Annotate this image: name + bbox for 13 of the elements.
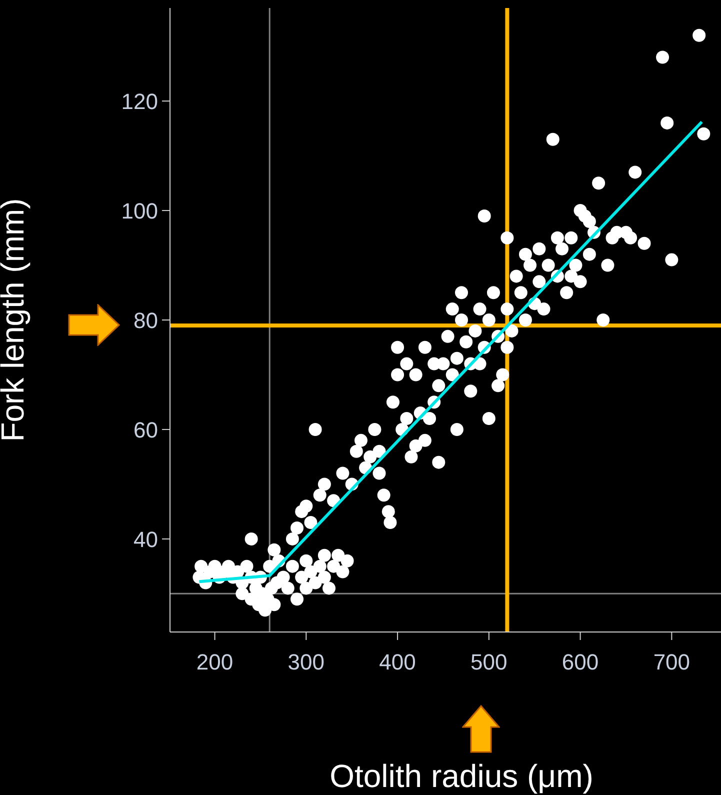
y-tick-label: 120 xyxy=(121,88,158,114)
y-tick-label: 60 xyxy=(134,417,158,442)
y-tick-label: 40 xyxy=(134,526,158,552)
x-tick-label: 700 xyxy=(653,650,690,675)
x-axis-title: Otolith radius (μm) xyxy=(330,758,594,794)
x-tick-label: 200 xyxy=(196,650,234,675)
x-tick-label: 600 xyxy=(562,650,599,675)
y-axis-title: Fork length (mm) xyxy=(0,198,30,442)
x-tick-label: 400 xyxy=(379,650,416,675)
x-tick-label: 300 xyxy=(288,650,325,675)
y-tick-label: 80 xyxy=(134,308,158,333)
x-tick-label: 500 xyxy=(470,650,508,675)
y-tick-label: 100 xyxy=(121,198,158,224)
